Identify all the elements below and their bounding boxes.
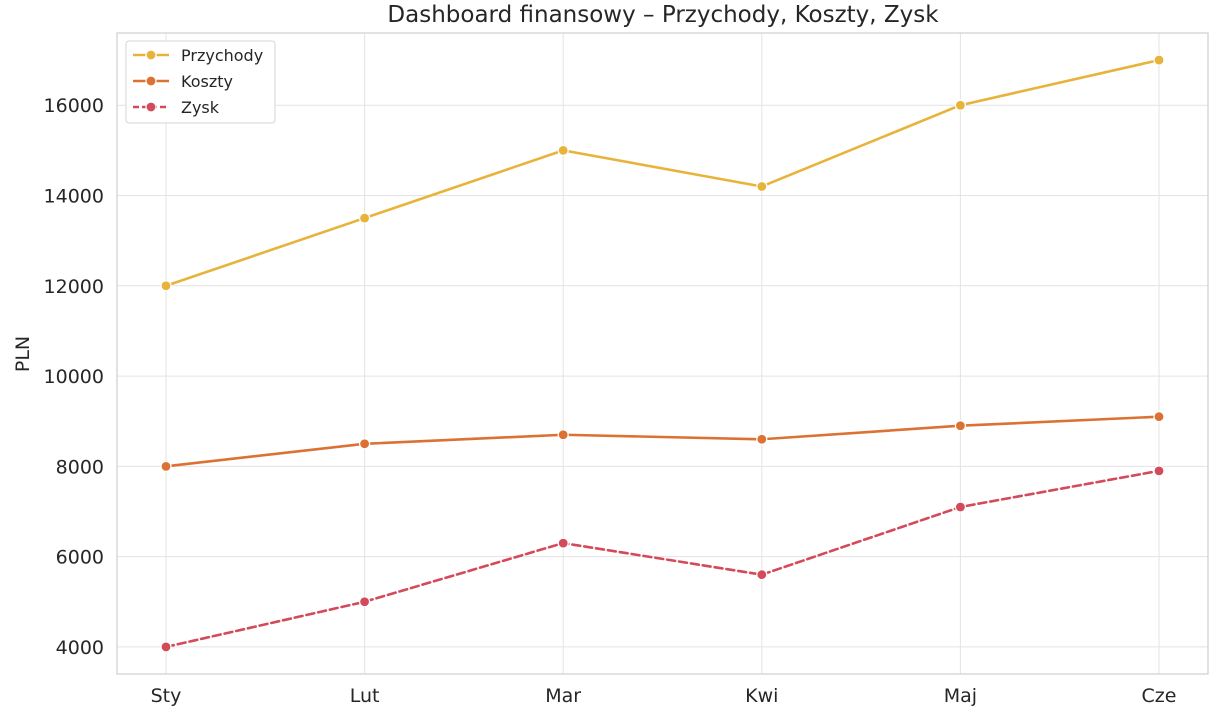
x-tick-label: Mar [545,685,581,707]
data-point-koszty [160,460,172,472]
x-tick-label: Lut [350,685,380,707]
y-tick-label: 8000 [56,456,104,478]
y-axis-label: PLN [12,336,34,372]
series [160,54,1165,653]
y-tick-label: 12000 [44,276,104,298]
data-point-zysk [954,501,967,513]
legend: Przychody Koszty Zysk [125,40,276,124]
legend-label: Koszty [181,72,233,91]
y-axis-ticks: 4000 6000 8000 10000 12000 14000 16000 [44,95,104,659]
data-point-koszty [954,420,967,432]
chart-title: Dashboard finansowy – Przychody, Koszty,… [387,2,939,28]
legend-marker [145,49,157,61]
x-tick-label: Maj [944,685,977,707]
y-tick-label: 10000 [44,366,104,388]
series-line-przychody [164,58,1161,288]
data-point-przychody [954,99,967,111]
data-point-koszty [557,429,569,441]
data-point-przychody [1153,54,1165,66]
plot-frame [116,32,1209,675]
data-point-przychody [359,212,371,224]
y-tick-label: 14000 [44,186,104,208]
grid [117,33,1208,674]
data-point-przychody [756,180,768,193]
legend-label: Przychody [181,46,263,65]
series-line-zysk [164,469,1161,649]
data-point-koszty [756,433,768,445]
data-point-zysk [160,641,172,653]
data-point-przychody [557,144,569,156]
legend-marker [145,101,157,113]
data-point-zysk [359,596,371,608]
y-tick-label: 6000 [56,547,104,569]
legend-marker [145,75,157,87]
x-tick-label: Cze [1142,685,1177,707]
data-point-przychody [160,280,172,292]
y-tick-label: 16000 [44,95,104,117]
data-point-koszty [1153,411,1165,423]
x-tick-label: Kwi [745,685,778,707]
data-point-zysk [1153,465,1165,477]
x-axis-ticks: Sty Lut Mar Kwi Maj Cze [151,685,1177,707]
y-tick-label: 4000 [56,637,104,659]
legend-label: Zysk [181,98,220,117]
data-point-zysk [557,537,569,549]
x-tick-label: Sty [151,685,182,707]
legend-box [125,40,276,124]
data-point-zysk [756,569,768,581]
data-point-koszty [359,438,371,450]
series-line-koszty [164,415,1161,468]
